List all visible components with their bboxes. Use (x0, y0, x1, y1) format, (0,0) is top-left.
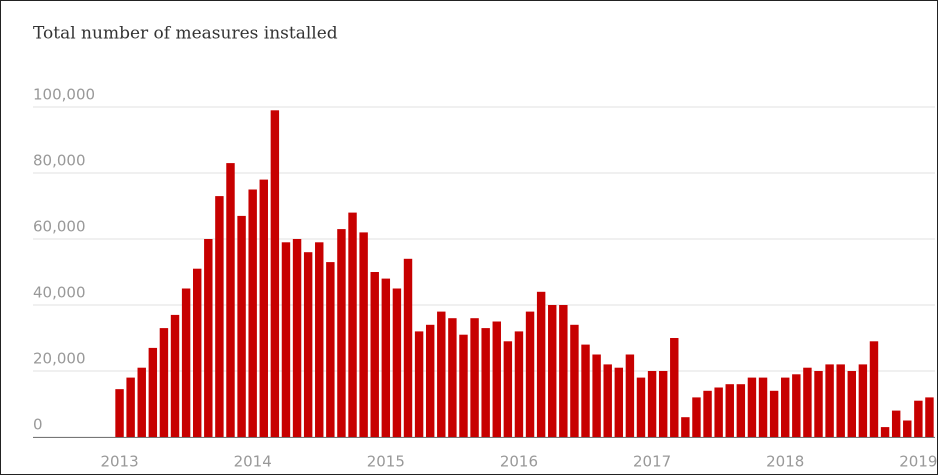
bar (170, 314, 180, 437)
bar (392, 288, 402, 437)
bar (614, 367, 624, 437)
bar (492, 321, 501, 437)
chart-title: Total number of measures installed (33, 24, 338, 44)
bar (681, 417, 690, 437)
bar (425, 324, 435, 437)
y-tick-label: 80,000 (33, 152, 86, 170)
bar (237, 215, 246, 437)
bar (148, 347, 158, 437)
bar (858, 364, 868, 437)
x-tick-label: 2014 (234, 453, 272, 471)
bar (481, 328, 490, 437)
bar (548, 305, 557, 437)
bar (503, 341, 513, 437)
bar (326, 262, 335, 437)
bar (348, 212, 357, 437)
bar (891, 410, 901, 437)
bar (181, 288, 191, 437)
bar (248, 189, 257, 437)
bar (880, 427, 890, 437)
y-tick-label: 0 (33, 416, 43, 434)
x-tick-label: 2016 (500, 453, 538, 471)
bar (192, 268, 202, 437)
bar (847, 371, 857, 437)
bar (281, 242, 291, 437)
bar (525, 311, 535, 437)
x-tick-label: 2015 (367, 453, 405, 471)
bar (658, 371, 668, 437)
bar (603, 364, 612, 437)
bar (126, 377, 135, 437)
bar (592, 354, 601, 437)
y-tick-label: 20,000 (33, 350, 86, 368)
bar (337, 229, 346, 437)
bar (292, 239, 302, 437)
x-tick-label: 2018 (766, 453, 804, 471)
bar (536, 291, 546, 437)
bar (303, 252, 313, 437)
bar (836, 364, 845, 437)
bar (814, 371, 823, 437)
bar (869, 341, 879, 437)
bar (448, 318, 457, 437)
bar (725, 384, 734, 437)
bar (692, 397, 701, 437)
x-tick-label: 2019 (899, 453, 937, 471)
bar (137, 367, 146, 437)
bar (803, 367, 812, 437)
bar (636, 377, 646, 437)
bar (270, 110, 280, 438)
bar (570, 324, 579, 437)
y-tick-label: 40,000 (33, 284, 86, 302)
bar (359, 232, 368, 437)
bar (792, 374, 801, 437)
bar (215, 196, 224, 437)
y-tick-label: 60,000 (33, 218, 86, 236)
bar (747, 377, 757, 437)
bar (403, 258, 413, 437)
bar (625, 354, 635, 437)
bar (470, 318, 479, 437)
bar (703, 390, 712, 437)
bar (736, 384, 746, 437)
y-tick-label: 100,000 (33, 86, 95, 104)
bar (259, 179, 268, 437)
bar (670, 338, 679, 437)
bar (204, 239, 213, 437)
bar (381, 278, 391, 437)
x-tick-label: 2017 (633, 453, 671, 471)
bar (514, 331, 524, 437)
bar (647, 371, 657, 437)
bar (115, 389, 124, 437)
x-tick-label: 2013 (100, 453, 138, 471)
bar (714, 387, 723, 437)
bar (370, 272, 379, 437)
bar (159, 328, 169, 437)
bar (414, 331, 424, 437)
bar (903, 420, 912, 437)
bar (226, 163, 235, 437)
bar (459, 334, 468, 437)
bar (825, 364, 834, 437)
bar (758, 377, 768, 437)
bar (315, 242, 324, 437)
bar (914, 400, 923, 437)
bar (925, 397, 934, 437)
bar (581, 344, 590, 437)
bar (559, 305, 568, 437)
bar (781, 377, 790, 437)
bar (437, 311, 446, 437)
bar (769, 390, 779, 437)
